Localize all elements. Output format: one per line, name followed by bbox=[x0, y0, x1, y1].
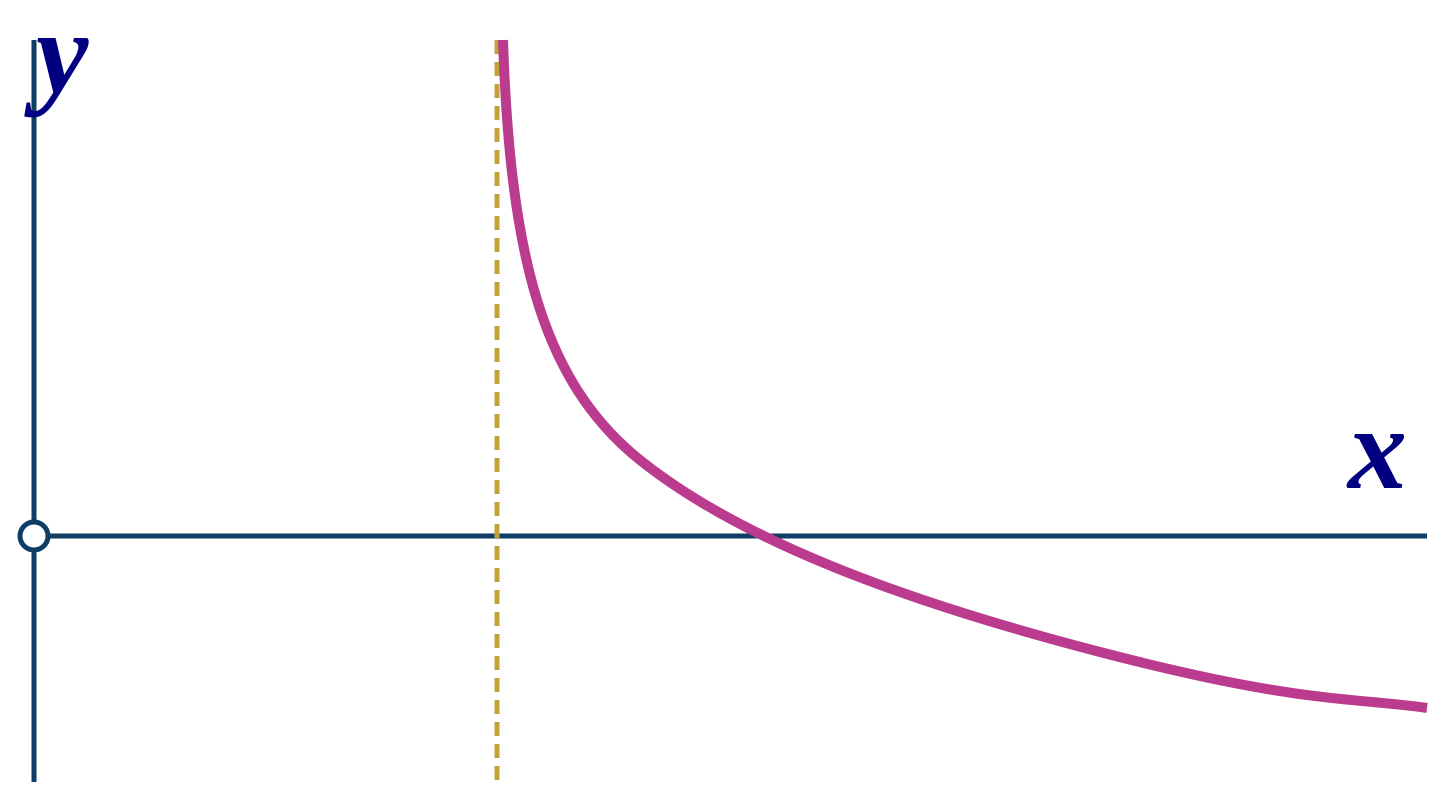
origin-marker bbox=[17, 519, 51, 553]
curve bbox=[498, 39, 1428, 713]
x-axis-label: x bbox=[1346, 383, 1407, 514]
